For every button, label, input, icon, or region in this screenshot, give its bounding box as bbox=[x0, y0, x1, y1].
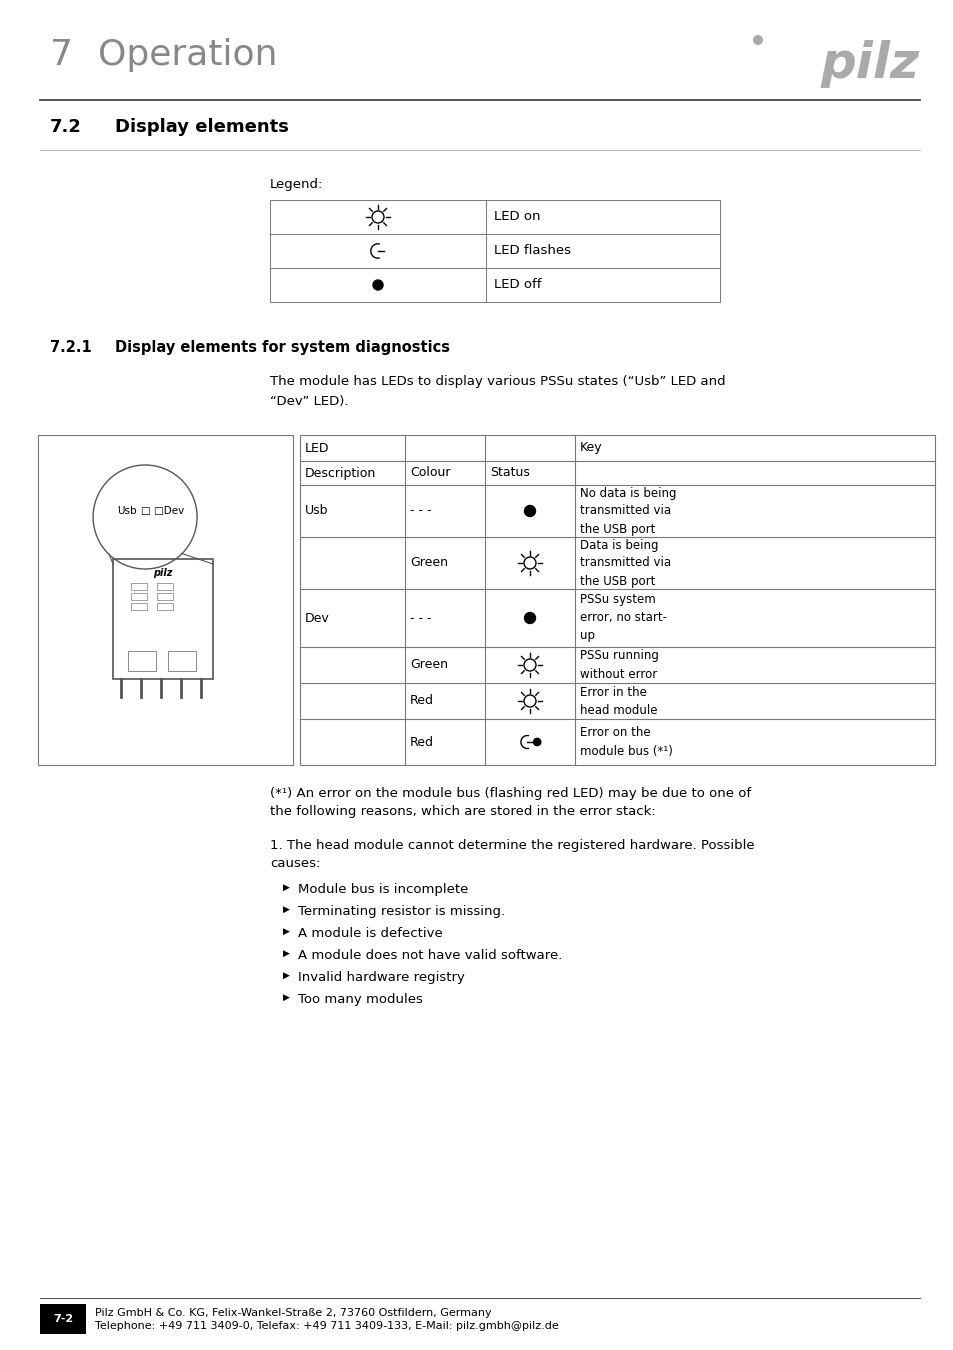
Text: causes:: causes: bbox=[270, 857, 320, 869]
Text: Status: Status bbox=[490, 467, 529, 479]
Text: Telephone: +49 711 3409-0, Telefax: +49 711 3409-133, E-Mail: pilz.gmbh@pilz.de: Telephone: +49 711 3409-0, Telefax: +49 … bbox=[95, 1322, 558, 1331]
Circle shape bbox=[752, 35, 762, 45]
Text: Red: Red bbox=[410, 736, 434, 748]
Text: ▶: ▶ bbox=[283, 971, 290, 980]
Bar bbox=[157, 583, 172, 590]
Text: Green: Green bbox=[410, 659, 448, 671]
Text: Operation: Operation bbox=[98, 38, 277, 72]
Text: Colour: Colour bbox=[410, 467, 450, 479]
Text: Invalid hardware registry: Invalid hardware registry bbox=[297, 971, 464, 984]
Text: ▶: ▶ bbox=[283, 927, 290, 936]
Text: 1. The head module cannot determine the registered hardware. Possible: 1. The head module cannot determine the … bbox=[270, 838, 754, 852]
Circle shape bbox=[533, 738, 540, 745]
Text: 7.2: 7.2 bbox=[50, 117, 82, 136]
Text: pilz: pilz bbox=[820, 40, 919, 88]
Bar bbox=[168, 651, 195, 671]
Text: Too many modules: Too many modules bbox=[297, 994, 422, 1006]
Text: ▶: ▶ bbox=[283, 994, 290, 1002]
Text: Error on the
module bus (*¹): Error on the module bus (*¹) bbox=[579, 726, 672, 757]
Text: Display elements for system diagnostics: Display elements for system diagnostics bbox=[115, 340, 450, 355]
Text: A module does not have valid software.: A module does not have valid software. bbox=[297, 949, 561, 963]
Text: Green: Green bbox=[410, 556, 448, 570]
Text: 7: 7 bbox=[50, 38, 73, 72]
Bar bbox=[40, 1304, 86, 1334]
Text: □ □Dev: □ □Dev bbox=[141, 506, 184, 516]
Text: “Dev” LED).: “Dev” LED). bbox=[270, 396, 348, 408]
Text: Usb: Usb bbox=[305, 505, 328, 517]
Text: PSSu running
without error: PSSu running without error bbox=[579, 649, 659, 680]
Text: Usb: Usb bbox=[117, 506, 137, 516]
Text: - - -: - - - bbox=[410, 612, 431, 625]
Text: - - -: - - - bbox=[410, 505, 431, 517]
Circle shape bbox=[524, 613, 535, 624]
Bar bbox=[131, 603, 147, 610]
Text: Pilz GmbH & Co. KG, Felix-Wankel-Straße 2, 73760 Ostfildern, Germany: Pilz GmbH & Co. KG, Felix-Wankel-Straße … bbox=[95, 1308, 491, 1318]
Text: Description: Description bbox=[305, 467, 375, 479]
Text: LED off: LED off bbox=[494, 278, 541, 292]
Text: PSSu system
error, no start-
up: PSSu system error, no start- up bbox=[579, 594, 666, 643]
Text: LED flashes: LED flashes bbox=[494, 244, 571, 258]
Bar bbox=[270, 200, 720, 302]
Text: ▶: ▶ bbox=[283, 949, 290, 958]
Text: 7-2: 7-2 bbox=[52, 1314, 73, 1324]
Bar bbox=[131, 593, 147, 599]
Text: Error in the
head module: Error in the head module bbox=[579, 686, 657, 717]
Text: 7.2.1: 7.2.1 bbox=[50, 340, 91, 355]
Text: No data is being
transmitted via
the USB port: No data is being transmitted via the USB… bbox=[579, 486, 676, 536]
Bar bbox=[299, 435, 934, 765]
Circle shape bbox=[373, 279, 382, 290]
Bar bbox=[38, 435, 293, 765]
Text: ▶: ▶ bbox=[283, 883, 290, 892]
Text: Legend:: Legend: bbox=[270, 178, 323, 190]
Bar bbox=[157, 593, 172, 599]
Bar bbox=[131, 583, 147, 590]
Text: LED: LED bbox=[305, 441, 329, 455]
Bar bbox=[112, 559, 213, 679]
Text: (*¹) An error on the module bus (flashing red LED) may be due to one of: (*¹) An error on the module bus (flashin… bbox=[270, 787, 750, 801]
Circle shape bbox=[524, 505, 535, 517]
Text: the following reasons, which are stored in the error stack:: the following reasons, which are stored … bbox=[270, 805, 655, 818]
Text: LED on: LED on bbox=[494, 211, 540, 224]
Text: Module bus is incomplete: Module bus is incomplete bbox=[297, 883, 468, 896]
Text: Red: Red bbox=[410, 694, 434, 707]
Text: pilz: pilz bbox=[153, 568, 172, 578]
Bar bbox=[157, 603, 172, 610]
Text: Data is being
transmitted via
the USB port: Data is being transmitted via the USB po… bbox=[579, 539, 670, 587]
Text: Display elements: Display elements bbox=[115, 117, 289, 136]
Text: Dev: Dev bbox=[305, 612, 330, 625]
Text: Key: Key bbox=[579, 441, 602, 455]
Text: ▶: ▶ bbox=[283, 904, 290, 914]
Text: The module has LEDs to display various PSSu states (“Usb” LED and: The module has LEDs to display various P… bbox=[270, 375, 725, 387]
Bar bbox=[128, 651, 156, 671]
Text: A module is defective: A module is defective bbox=[297, 927, 442, 940]
Text: Terminating resistor is missing.: Terminating resistor is missing. bbox=[297, 904, 504, 918]
